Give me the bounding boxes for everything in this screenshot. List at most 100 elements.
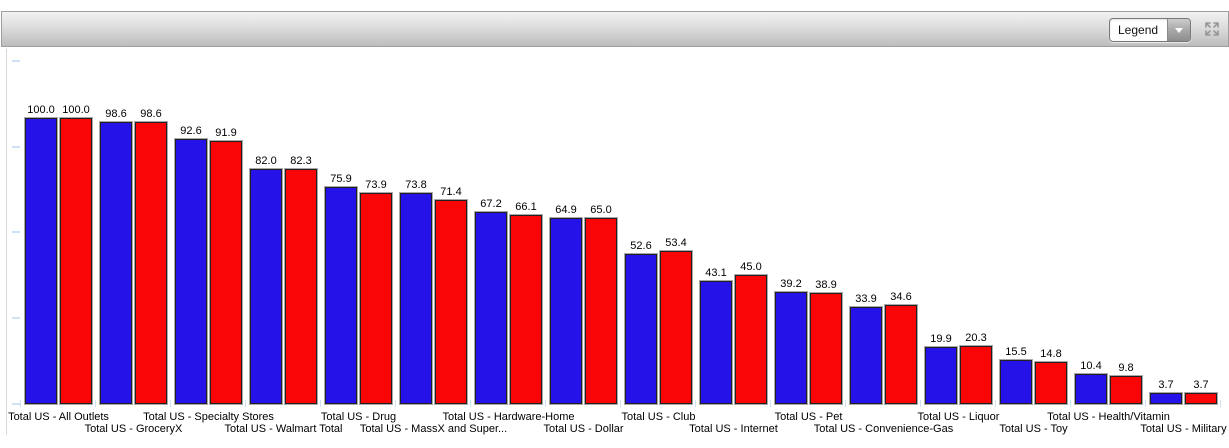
category-label: Total US - GroceryX: [84, 423, 183, 435]
bar-red[interactable]: [59, 117, 93, 405]
category-label: Total US - Hardware-Home: [442, 411, 575, 423]
x-axis-tick: [845, 400, 846, 407]
bar-value-label: 15.5: [1005, 346, 1027, 358]
y-axis-line: [6, 49, 7, 435]
bar-value-label: 65.0: [590, 204, 612, 216]
category-label: Total US - Dollar: [543, 423, 624, 435]
bar-value-label: 73.8: [405, 179, 427, 191]
bar-red[interactable]: [359, 192, 393, 405]
bar-blue[interactable]: [1149, 392, 1183, 405]
x-axis-tick: [995, 400, 996, 407]
bar-blue[interactable]: [549, 217, 583, 405]
category-label: Total US - Toy: [999, 423, 1068, 435]
bar-value-label: 100.0: [62, 104, 90, 116]
bar-value-label: 82.3: [290, 155, 312, 167]
bar-blue[interactable]: [24, 117, 58, 405]
bar-blue[interactable]: [624, 253, 658, 405]
bar-blue[interactable]: [324, 186, 358, 405]
bar-value-label: 91.9: [215, 127, 237, 139]
bar-value-label: 52.6: [630, 240, 652, 252]
bar-value-label: 14.8: [1040, 348, 1062, 360]
bar-red[interactable]: [734, 274, 768, 405]
bar-value-label: 67.2: [480, 198, 502, 210]
bar-red[interactable]: [809, 292, 843, 405]
x-axis-tick: [320, 400, 321, 407]
category-label: Total US - Pet: [774, 411, 843, 423]
bar-red[interactable]: [1184, 392, 1218, 405]
bar-value-label: 64.9: [555, 204, 577, 216]
bar-blue[interactable]: [849, 306, 883, 405]
toolbar: Legend: [1, 11, 1229, 47]
bar-value-label: 34.6: [890, 291, 912, 303]
bar-value-label: 19.9: [930, 333, 952, 345]
bar-blue[interactable]: [774, 291, 808, 405]
x-axis-tick: [20, 400, 21, 407]
category-label: Total US - Internet: [689, 423, 778, 435]
legend-dropdown-value: Legend: [1118, 23, 1159, 37]
bar-red[interactable]: [1109, 375, 1143, 405]
bar-red[interactable]: [584, 217, 618, 405]
x-axis-tick: [1220, 400, 1221, 407]
bar-blue[interactable]: [474, 211, 508, 405]
expand-arrows-icon[interactable]: [1204, 21, 1220, 37]
x-axis-tick: [245, 400, 246, 407]
chevron-down-icon: [1175, 27, 1183, 33]
bar-red[interactable]: [434, 199, 468, 405]
bar-value-label: 53.4: [665, 237, 687, 249]
bar-value-label: 92.6: [180, 125, 202, 137]
bar-blue[interactable]: [1074, 373, 1108, 405]
x-axis-tick: [95, 400, 96, 407]
bar-value-label: 3.7: [1193, 379, 1209, 391]
bar-blue[interactable]: [699, 280, 733, 405]
bar-value-label: 82.0: [255, 155, 277, 167]
x-axis-tick: [395, 400, 396, 407]
bar-value-label: 73.9: [365, 179, 387, 191]
bar-blue[interactable]: [999, 359, 1033, 405]
bar-value-label: 45.0: [740, 261, 762, 273]
category-label: Total US - MassX and Super...: [359, 423, 508, 435]
y-axis-tick: [12, 145, 20, 148]
category-label: Total US - Walmart Total: [224, 423, 343, 435]
bar-blue[interactable]: [924, 346, 958, 405]
legend-dropdown-button[interactable]: [1167, 19, 1190, 41]
y-axis-tick: [12, 59, 20, 62]
x-axis-tick: [1070, 400, 1071, 407]
bar-value-label: 75.9: [330, 173, 352, 185]
y-axis-tick: [12, 317, 20, 320]
bar-value-label: 100.0: [27, 104, 55, 116]
category-label: Total US - Convenience-Gas: [813, 423, 954, 435]
bar-red[interactable]: [134, 121, 168, 405]
bar-red[interactable]: [659, 250, 693, 405]
bar-blue[interactable]: [249, 168, 283, 405]
bar-value-label: 66.1: [515, 201, 537, 213]
bar-value-label: 98.6: [105, 108, 127, 120]
category-label: Total US - Liquor: [917, 411, 1000, 423]
bar-value-label: 10.4: [1080, 360, 1102, 372]
bar-value-label: 9.8: [1118, 362, 1134, 374]
bar-blue[interactable]: [174, 138, 208, 405]
bar-value-label: 71.4: [440, 186, 462, 198]
bar-blue[interactable]: [99, 121, 133, 405]
bar-red[interactable]: [959, 345, 993, 405]
category-label: Total US - Club: [621, 411, 696, 423]
bar-red[interactable]: [284, 168, 318, 405]
bar-blue[interactable]: [399, 192, 433, 405]
x-axis-tick: [1145, 400, 1146, 407]
y-axis-tick: [12, 403, 20, 405]
category-label: Total US - Specialty Stores: [143, 411, 274, 423]
y-axis-tick: [12, 231, 20, 234]
legend-dropdown[interactable]: Legend: [1109, 18, 1191, 42]
bar-value-label: 98.6: [140, 108, 162, 120]
bar-red[interactable]: [1034, 361, 1068, 405]
category-label: Total US - Health/Vitamin: [1047, 411, 1170, 423]
x-axis-tick: [170, 400, 171, 407]
bar-red[interactable]: [884, 304, 918, 405]
bar-red[interactable]: [509, 214, 543, 405]
x-axis-tick: [470, 400, 471, 407]
x-axis-tick: [545, 400, 546, 407]
bar-value-label: 33.9: [855, 293, 877, 305]
bar-red[interactable]: [209, 140, 243, 405]
bar-value-label: 39.2: [780, 278, 802, 290]
